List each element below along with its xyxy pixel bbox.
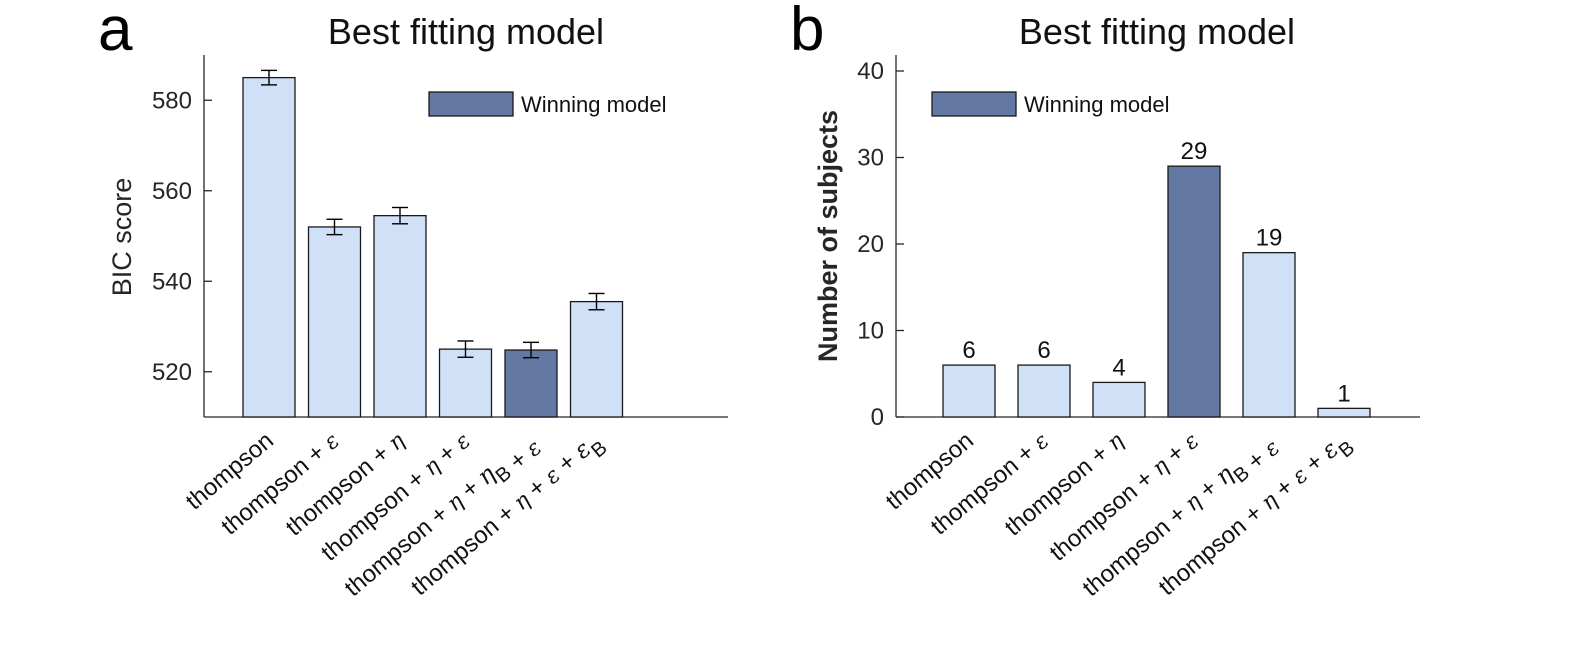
panel-b-legend-swatch xyxy=(931,91,1017,117)
panel-a-legend-swatch xyxy=(428,91,514,117)
panel-a-ylabel: BIC score xyxy=(107,178,137,297)
panel-a-bar xyxy=(242,76,296,418)
panel-b-ytick-label: 40 xyxy=(857,58,884,85)
panel-b-bar xyxy=(1167,165,1221,418)
panel-a-error-bar xyxy=(261,69,277,86)
panel-b-data-label: 6 xyxy=(962,337,975,364)
panel-b-bar xyxy=(1092,381,1146,418)
panel-b-bar xyxy=(1317,407,1371,418)
panel-b-data-label: 19 xyxy=(1256,225,1283,252)
panel-a-ytick-label: 560 xyxy=(152,178,192,205)
panel-a-legend-label: Winning model xyxy=(521,92,667,117)
panel-a-ytick-label: 580 xyxy=(152,87,192,114)
panel-b-bar xyxy=(1017,364,1071,418)
panel-b-legend-label: Winning model xyxy=(1024,92,1170,117)
panel-a-error-bar xyxy=(392,206,408,225)
panel-a-bar xyxy=(504,349,558,418)
panel-a-error-bar xyxy=(326,218,343,236)
panel-b-bar xyxy=(1242,251,1296,418)
panel-b-title: Best fitting model xyxy=(1019,11,1295,52)
panel-a-error-bar xyxy=(457,340,474,358)
panel-b-ylabel: Number of subjects xyxy=(813,110,843,362)
panel-a-bar xyxy=(569,300,624,418)
panel-a-bar xyxy=(373,214,427,418)
panel-a-error-bar xyxy=(523,341,539,359)
panel-a-ytick-label: 520 xyxy=(152,359,192,386)
panel-b-ytick-label: 10 xyxy=(857,318,884,345)
panel-b-data-label: 29 xyxy=(1181,138,1208,165)
panel-a-letter: a xyxy=(98,0,133,64)
panel-a-bar xyxy=(307,226,362,418)
panel-b-ytick-label: 20 xyxy=(857,231,884,258)
panel-b-ytick-label: 30 xyxy=(857,145,884,172)
panel-b-data-label: 4 xyxy=(1112,354,1125,381)
panel-a-title: Best fitting model xyxy=(328,11,604,52)
panel-b-legend: Winning model xyxy=(931,91,1170,117)
panel-a-bar xyxy=(438,348,493,418)
panel-a-ytick-label: 540 xyxy=(152,268,192,295)
panel-b-data-label: 1 xyxy=(1337,380,1350,407)
panel-b-bar xyxy=(942,364,996,418)
panel-b-letter: b xyxy=(790,0,824,64)
panel-b-ytick-label: 0 xyxy=(871,404,884,431)
panel-b-data-label: 6 xyxy=(1037,337,1050,364)
panel-a-legend: Winning model xyxy=(428,91,667,117)
panel-a-error-bar xyxy=(588,292,605,311)
